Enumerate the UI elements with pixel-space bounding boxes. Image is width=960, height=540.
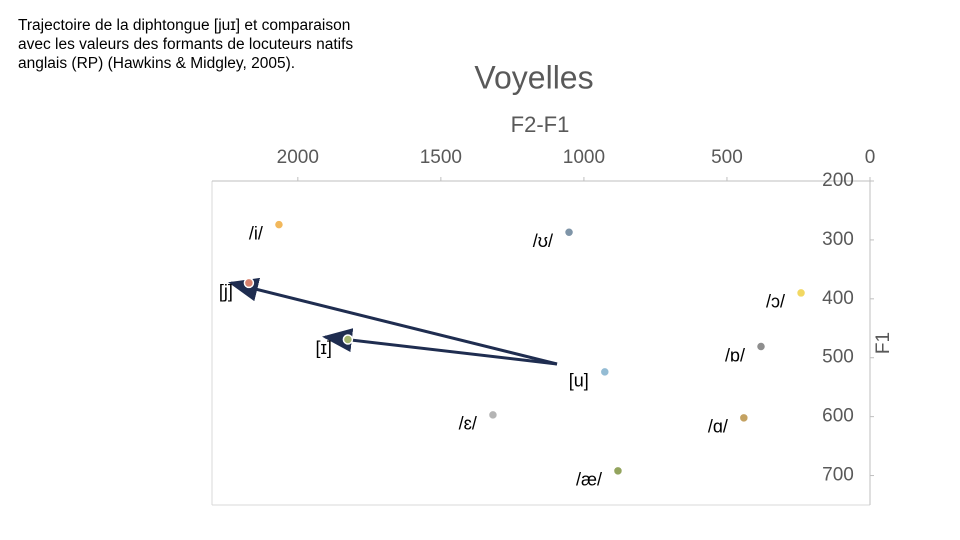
point <box>563 227 575 238</box>
x-tick-label: 500 <box>711 147 743 168</box>
point-label: [ɪ] <box>315 338 331 358</box>
point-label: /ɑ/ <box>708 417 728 437</box>
y-tick-label: 200 <box>822 170 854 191</box>
point-label: /æ/ <box>576 470 602 490</box>
y-tick-label: 500 <box>822 347 854 368</box>
point <box>273 219 285 230</box>
trajectory-arrow <box>322 328 558 366</box>
y-tick-label: 600 <box>822 406 854 427</box>
x-tick-label: 0 <box>865 147 876 168</box>
y-tick-label: 300 <box>822 229 854 250</box>
x-tick-label: 1000 <box>563 147 605 168</box>
point <box>612 465 624 477</box>
point-label: /ʊ/ <box>533 231 553 251</box>
point <box>795 287 807 299</box>
x-tick-label: 2000 <box>277 147 319 168</box>
point <box>487 409 499 421</box>
point-label: [u] <box>569 371 589 391</box>
y-axis-label: F1 <box>873 332 894 354</box>
point <box>755 341 767 352</box>
point-label: /ɒ/ <box>725 345 745 365</box>
y-tick-label: 700 <box>822 465 854 486</box>
point <box>243 277 255 289</box>
trajectory-arrow <box>228 277 558 366</box>
y-tick-label: 400 <box>822 288 854 309</box>
point-label: [j] <box>219 282 233 302</box>
description: Trajectoire de la diphtongue [juɪ] et co… <box>18 17 354 72</box>
point <box>738 412 750 424</box>
chart-title: Voyelles <box>474 59 593 95</box>
point <box>342 334 354 345</box>
chart-subtitle: F2-F1 <box>511 112 570 137</box>
point <box>599 366 611 378</box>
point-label: /i/ <box>249 223 263 243</box>
point-label: /ɛ/ <box>459 414 477 434</box>
x-tick-label: 1500 <box>420 147 462 168</box>
point-label: /ɔ/ <box>766 292 785 312</box>
